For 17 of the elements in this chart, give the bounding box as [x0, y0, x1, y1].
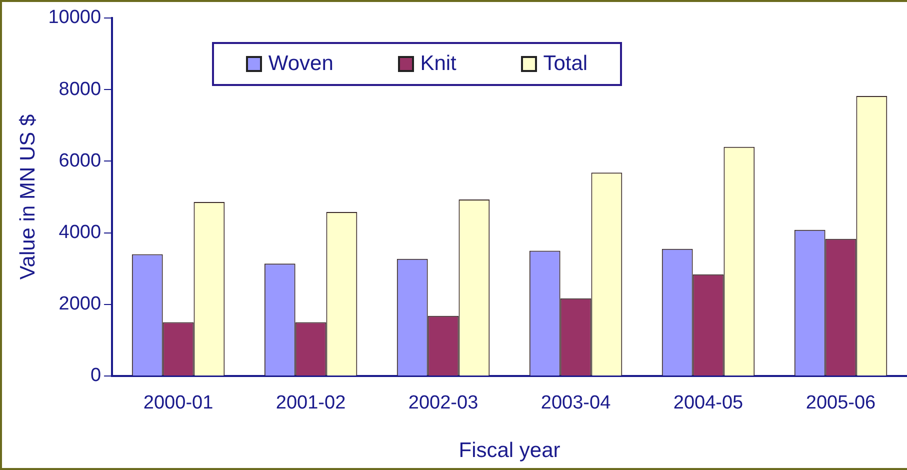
x-axis-title: Fiscal year: [458, 439, 560, 462]
x-tick-label: 2002-03: [408, 392, 478, 414]
y-tick-label: 10000: [48, 7, 102, 28]
x-tick-label: 2005-06: [806, 392, 876, 414]
y-tick-label: 8000: [58, 78, 102, 100]
x-tick-label: 2000-01: [143, 392, 214, 414]
legend-label: Woven: [268, 52, 334, 75]
y-tick-label: 4000: [58, 222, 102, 244]
y-tick-label: 2000: [58, 294, 102, 315]
legend-label: Knit: [420, 52, 456, 75]
y-tick-label: 6000: [58, 150, 102, 172]
x-tick-label: 2004-05: [673, 392, 744, 414]
y-tick-label: 0: [90, 365, 102, 386]
legend-label: Total: [543, 52, 588, 75]
x-tick-label: 2001-02: [276, 392, 346, 414]
x-tick-label: 2003-04: [540, 392, 612, 414]
y-axis-title: Value in MN US $: [16, 114, 40, 280]
